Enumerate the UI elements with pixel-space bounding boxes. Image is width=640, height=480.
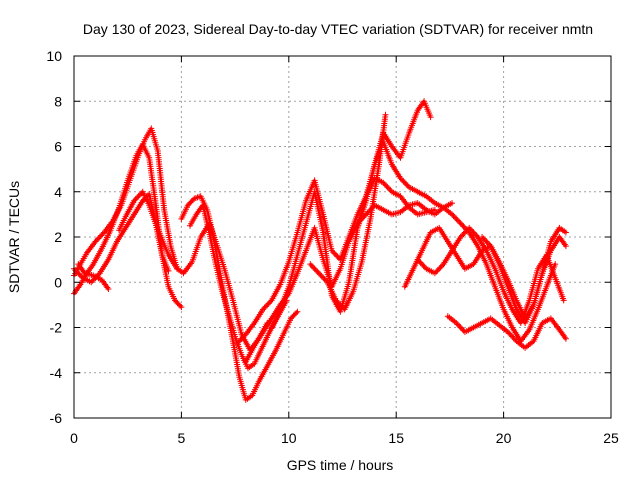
- y-tick-label: 8: [54, 93, 62, 109]
- y-tick-label: 10: [46, 48, 62, 64]
- series-arc-4: [75, 261, 112, 292]
- series-arc-14: [414, 224, 567, 326]
- grid: [74, 56, 611, 418]
- series-markers: [479, 224, 569, 326]
- y-tick-label: 0: [54, 274, 62, 290]
- axis-ticks: [73, 55, 612, 419]
- x-tick-label: 0: [70, 430, 78, 446]
- x-tick-label: 25: [603, 430, 619, 446]
- series-arc-9: [242, 200, 455, 365]
- series-markers: [234, 175, 438, 347]
- y-tick-label: 4: [54, 184, 62, 200]
- series-markers: [187, 202, 290, 372]
- x-tick-label: 15: [388, 430, 404, 446]
- x-tick-label: 20: [496, 430, 512, 446]
- series-markers: [116, 188, 271, 354]
- x-tick-label: 10: [281, 430, 297, 446]
- y-axis-title: SDTVAR / TECUs: [6, 181, 22, 293]
- x-tick-label: 5: [178, 430, 186, 446]
- data-series-layer: [71, 98, 569, 403]
- y-tick-label: -4: [50, 365, 63, 381]
- series-line: [180, 195, 299, 401]
- y-tick-label: -6: [50, 410, 63, 426]
- chart-title: Day 130 of 2023, Sidereal Day-to-day VTE…: [83, 21, 593, 37]
- y-tick-label: 6: [54, 139, 62, 155]
- series-markers: [75, 261, 112, 292]
- series-arc-12: [354, 139, 559, 345]
- x-tick-labels: 0 5 10 15 20 25: [70, 430, 619, 446]
- series-markers: [444, 313, 569, 351]
- series-markers: [354, 139, 559, 345]
- y-tick-labels: -6 -4 -2 0 2 4 6 8 10: [46, 48, 62, 426]
- y-tick-label: -2: [50, 320, 63, 336]
- series-arc-5: [116, 188, 271, 354]
- series-arc-7: [187, 202, 290, 372]
- x-axis-title: GPS time / hours: [287, 457, 394, 473]
- series-arc-15: [444, 313, 569, 351]
- series-arc-8: [234, 175, 438, 347]
- series-arc-16: [479, 224, 569, 326]
- series-markers: [242, 200, 455, 365]
- series-markers: [414, 224, 567, 326]
- y-tick-label: 2: [54, 229, 62, 245]
- series-line: [117, 190, 269, 352]
- series-arc-6: [178, 193, 301, 403]
